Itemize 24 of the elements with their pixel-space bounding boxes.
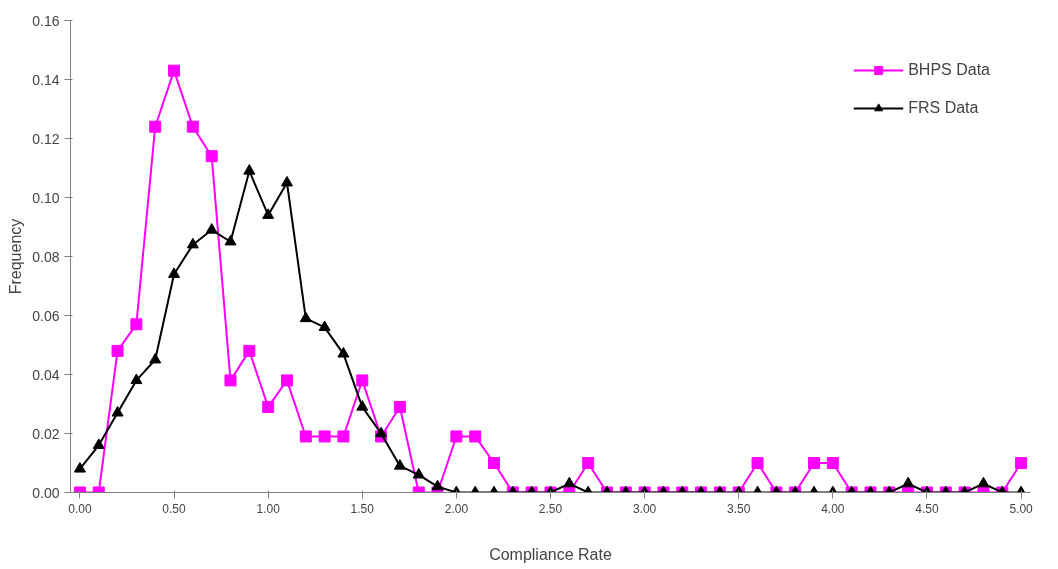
x-axis-title: Compliance Rate (489, 545, 612, 563)
x-tick-label: 0.00 (68, 501, 92, 516)
x-tick-label: 2.50 (538, 501, 563, 516)
x-tick-label: 1.50 (350, 501, 375, 516)
x-tick-label: 5.00 (1009, 501, 1034, 516)
x-tick-label: 4.00 (821, 501, 845, 516)
y-axis-title: Frequency (7, 218, 25, 295)
x-tick-label: 0.50 (162, 501, 187, 516)
y-tick-label: 0.04 (32, 366, 60, 383)
y-tick-label: 0.00 (32, 484, 60, 501)
x-tick-label: 4.50 (915, 501, 939, 516)
x-tick-label: 2.00 (444, 501, 469, 516)
y-tick-label: 0.08 (32, 248, 60, 265)
y-tick-label: 0.06 (32, 307, 60, 324)
y-tick-label: 0.02 (32, 425, 60, 442)
y-tick-label: 0.14 (32, 71, 60, 88)
x-tick-label: 3.00 (632, 501, 657, 516)
legend-label: BHPS Data (908, 61, 990, 79)
y-tick-label: 0.10 (32, 189, 60, 206)
x-tick-label: 1.00 (256, 501, 281, 516)
legend-label: FRS Data (908, 99, 979, 117)
x-tick-label: 3.50 (727, 501, 751, 516)
y-tick-label: 0.12 (32, 130, 60, 147)
y-tick-label: 0.16 (32, 12, 60, 29)
